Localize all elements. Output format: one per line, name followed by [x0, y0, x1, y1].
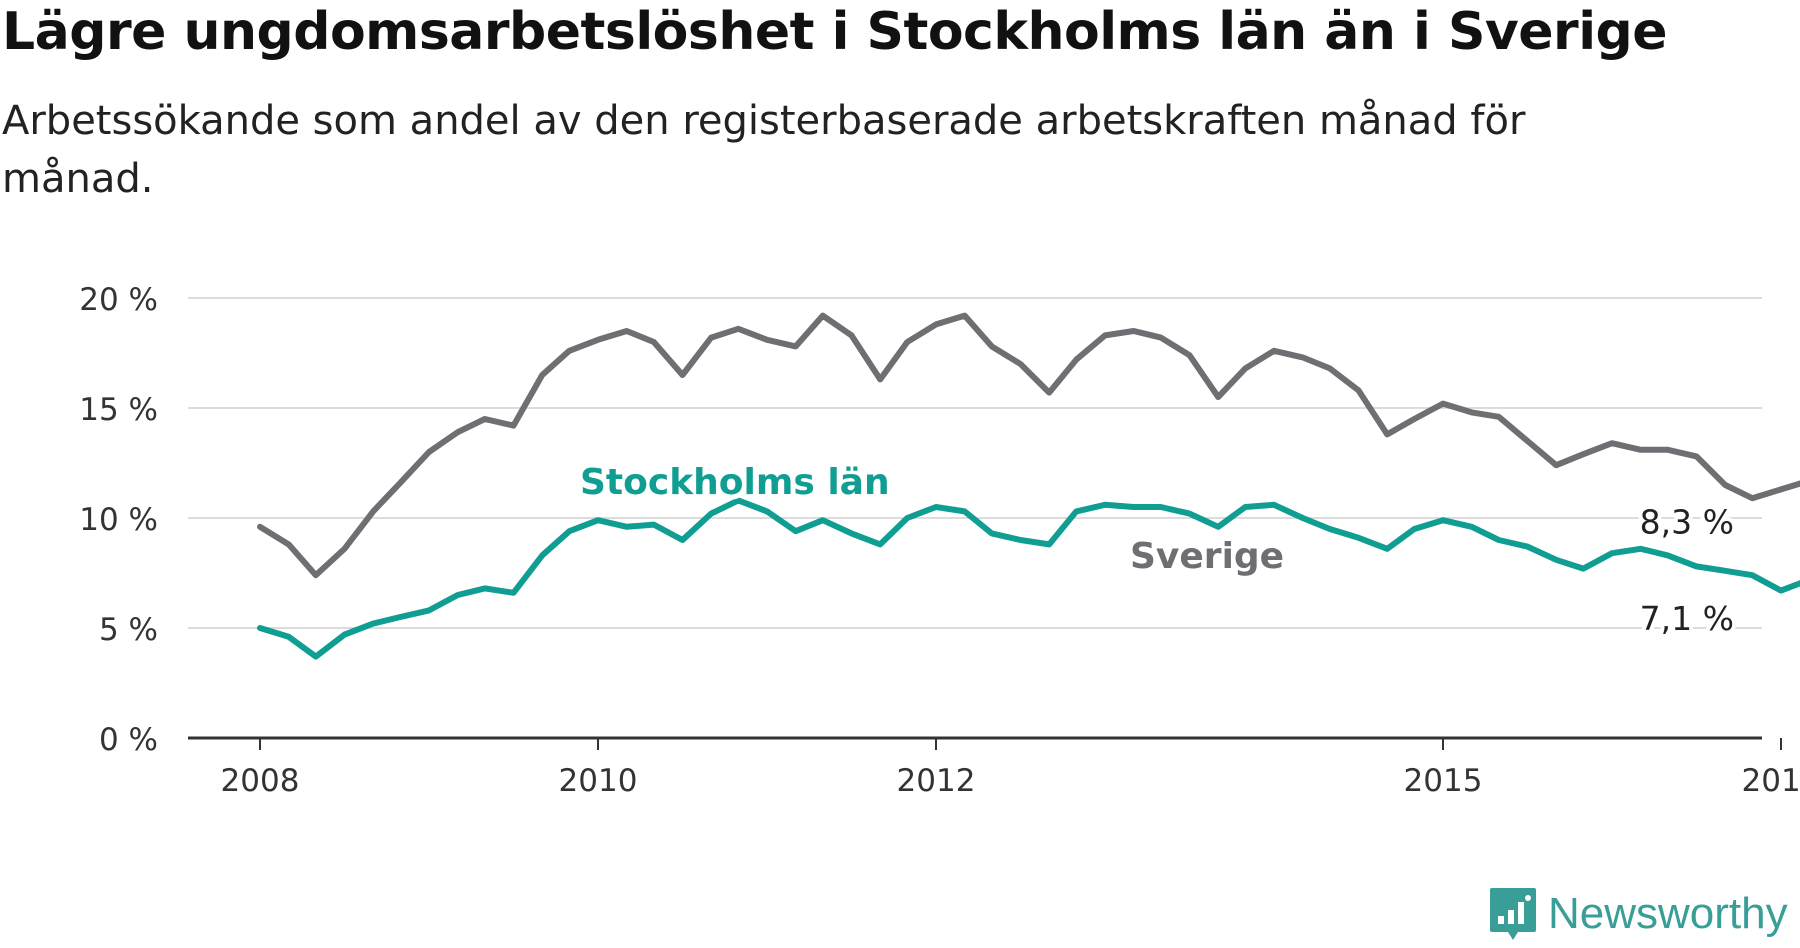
y-tick-label: 0 % [99, 722, 158, 758]
y-tick-label: 5 % [99, 612, 158, 648]
series-lines [257, 312, 1800, 660]
series-labels: Stockholms län Sverige 8,3 % 7,1 % [575, 457, 1738, 642]
grid-lines [188, 297, 1762, 629]
y-tick-label: 15 % [79, 392, 158, 428]
end-value-label: 8,3 % [1640, 502, 1734, 541]
chart-subtitle: Arbetssökande som andel av den registerb… [2, 98, 1526, 202]
x-tick-label: 2008 [221, 763, 300, 799]
series-line-stockholms-län [257, 497, 1800, 660]
series-name-label: Stockholms län [580, 462, 890, 503]
x-tick-label: 2017 [1742, 763, 1800, 799]
series-name-label: Sverige [1130, 536, 1284, 577]
y-axis-tick-labels: 0 % 5 % 10 % 15 % 20 % [79, 282, 158, 758]
chart-title: Lägre ungdomsarbetslöshet i Stockholms l… [2, 2, 1668, 62]
newsworthy-logo-icon [1490, 888, 1536, 940]
brand-name: Newsworthy [1548, 889, 1788, 938]
x-tick-label: 2010 [559, 763, 638, 799]
y-tick-label: 20 % [79, 282, 158, 318]
brand: Newsworthy [1488, 886, 1788, 942]
x-tick-label: 2015 [1404, 763, 1483, 799]
y-tick-label: 10 % [79, 502, 158, 538]
series-line-sverige [257, 312, 1800, 579]
x-tick-label: 2012 [897, 763, 976, 799]
end-value-label: 7,1 % [1640, 599, 1734, 638]
x-axis: 20082010201220152017202020222024 [188, 736, 1800, 799]
